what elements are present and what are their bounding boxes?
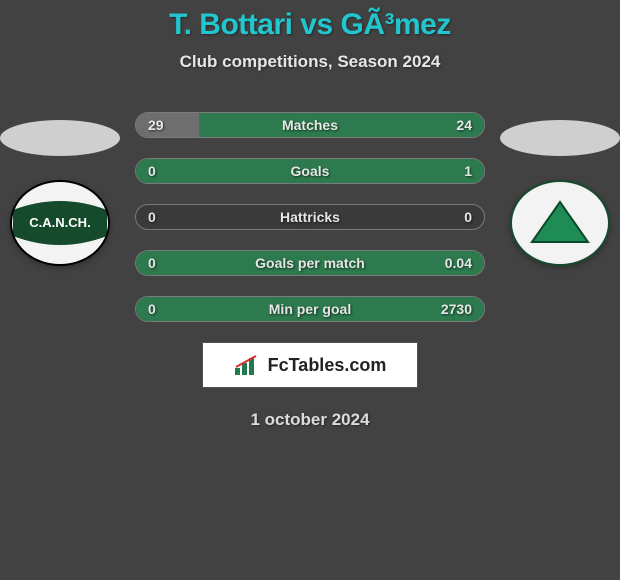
stat-label: Hattricks: [208, 209, 412, 225]
stat-left-value: 0: [148, 255, 208, 271]
stat-left-value: 0: [148, 301, 208, 317]
club-right-crest: [510, 180, 610, 266]
stat-label: Matches: [208, 117, 412, 133]
club-left-crest-text: C.A.N.CH.: [29, 215, 90, 230]
snapshot-date: 1 october 2024: [0, 410, 620, 430]
page-title: T. Bottari vs GÃ³mez: [0, 8, 620, 42]
player-left-block: C.A.N.CH.: [0, 120, 120, 266]
stat-label: Min per goal: [208, 301, 412, 317]
player-right-block: [500, 120, 620, 266]
comparison-card: T. Bottari vs GÃ³mez Club competitions, …: [0, 0, 620, 580]
stat-row: 0Min per goal2730: [0, 296, 620, 322]
page-subtitle: Club competitions, Season 2024: [0, 52, 620, 72]
stat-left-value: 0: [148, 209, 208, 225]
stat-left-value: 0: [148, 163, 208, 179]
club-left-crest: C.A.N.CH.: [10, 180, 110, 266]
player-left-photo: [0, 120, 120, 156]
stat-right-value: 0.04: [412, 255, 472, 271]
stat-label: Goals per match: [208, 255, 412, 271]
stat-right-value: 1: [412, 163, 472, 179]
stat-right-value: 24: [412, 117, 472, 133]
fctables-logo: FcTables.com: [202, 342, 418, 388]
stat-right-value: 0: [412, 209, 472, 225]
logo-text: FcTables.com: [268, 355, 387, 376]
player-right-photo: [500, 120, 620, 156]
stat-left-value: 29: [148, 117, 208, 133]
stat-right-value: 2730: [412, 301, 472, 317]
stat-label: Goals: [208, 163, 412, 179]
bars-icon: [234, 354, 260, 376]
